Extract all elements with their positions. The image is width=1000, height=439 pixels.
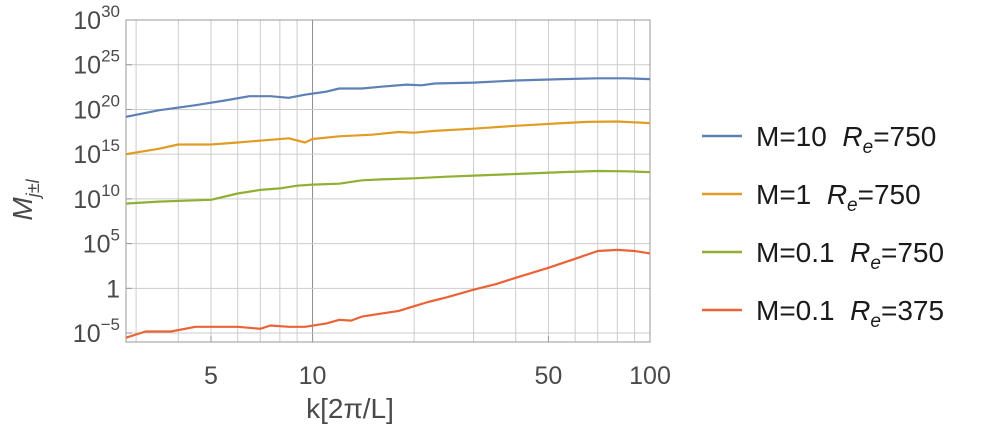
x-tick-label: 100 (629, 362, 671, 390)
y-tick-base: 10 (73, 52, 101, 80)
series-line-2 (125, 120, 651, 156)
y-tick-exponent: 15 (101, 136, 120, 155)
y-tick-base: 10 (73, 186, 101, 214)
y-tick-label: 1010 (73, 181, 120, 214)
legend-entry-sub: e (847, 195, 858, 216)
series-lines (125, 77, 651, 339)
legend-entry-sub: e (863, 137, 874, 158)
y-tick-base: 10 (73, 7, 101, 35)
y-tick-base: 1 (106, 275, 120, 303)
legend-entry-suffix: =750 (858, 179, 921, 210)
legend-entry-prefix: M=1 (756, 179, 827, 210)
grid (126, 19, 651, 342)
y-tick-label: 1 (106, 275, 120, 303)
legend-entry-suffix: =375 (881, 295, 944, 326)
plot-frame (125, 19, 651, 343)
legend-entry-suffix: =750 (873, 121, 936, 152)
legend-entry-symbol: R (827, 179, 847, 210)
y-tick-label: 1025 (73, 47, 120, 80)
x-tick-label: 5 (204, 362, 218, 390)
legend-entry-prefix: M=0.1 (756, 295, 850, 326)
legend-entry-symbol: R (842, 121, 862, 152)
y-tick-exponent: 30 (101, 2, 120, 21)
legend-entry-sub: e (870, 311, 881, 332)
y-axis-label-sub: j±l (23, 178, 43, 200)
y-axis-label-base: M (7, 197, 38, 221)
legend-entry-1: M=10 Re=750 (756, 121, 936, 158)
y-tick-exponent: 5 (111, 226, 120, 245)
legend-entry-2: M=1 Re=750 (756, 179, 921, 216)
y-tick-exponent: 10 (101, 181, 120, 200)
x-axis-label: k[2π/L] (306, 393, 394, 424)
legend-entry-symbol: R (850, 237, 870, 268)
y-tick-label: 105 (83, 226, 120, 259)
y-tick-label: 1020 (73, 91, 120, 124)
series-line-1 (125, 77, 651, 118)
legend-entry-prefix: M=0.1 (756, 237, 850, 268)
y-tick-label: 1030 (73, 2, 120, 35)
legend-entry-prefix: M=10 (756, 121, 842, 152)
y-tick-base: 10 (83, 231, 111, 259)
y-tick-base: 10 (73, 320, 101, 348)
y-tick-label: 10−5 (73, 315, 120, 348)
y-tick-label: 1015 (73, 136, 120, 169)
x-tick-label: 50 (535, 362, 563, 390)
y-axis-label: Mj±l (7, 178, 43, 220)
y-tick-exponent: 20 (101, 91, 120, 110)
series-line-3 (125, 169, 651, 205)
legend-entry-suffix: =750 (881, 237, 944, 268)
x-tick-label: 10 (299, 362, 327, 390)
y-tick-exponent: −5 (101, 315, 120, 334)
y-tick-base: 10 (73, 96, 101, 124)
legend-entry-symbol: R (850, 295, 870, 326)
legend-entry-sub: e (870, 253, 881, 274)
legend-entry-4: M=0.1 Re=375 (756, 295, 944, 332)
y-tick-base: 10 (73, 141, 101, 169)
legend-entry-3: M=0.1 Re=750 (756, 237, 944, 274)
series-line-4 (125, 248, 651, 339)
y-tick-exponent: 25 (101, 47, 120, 66)
